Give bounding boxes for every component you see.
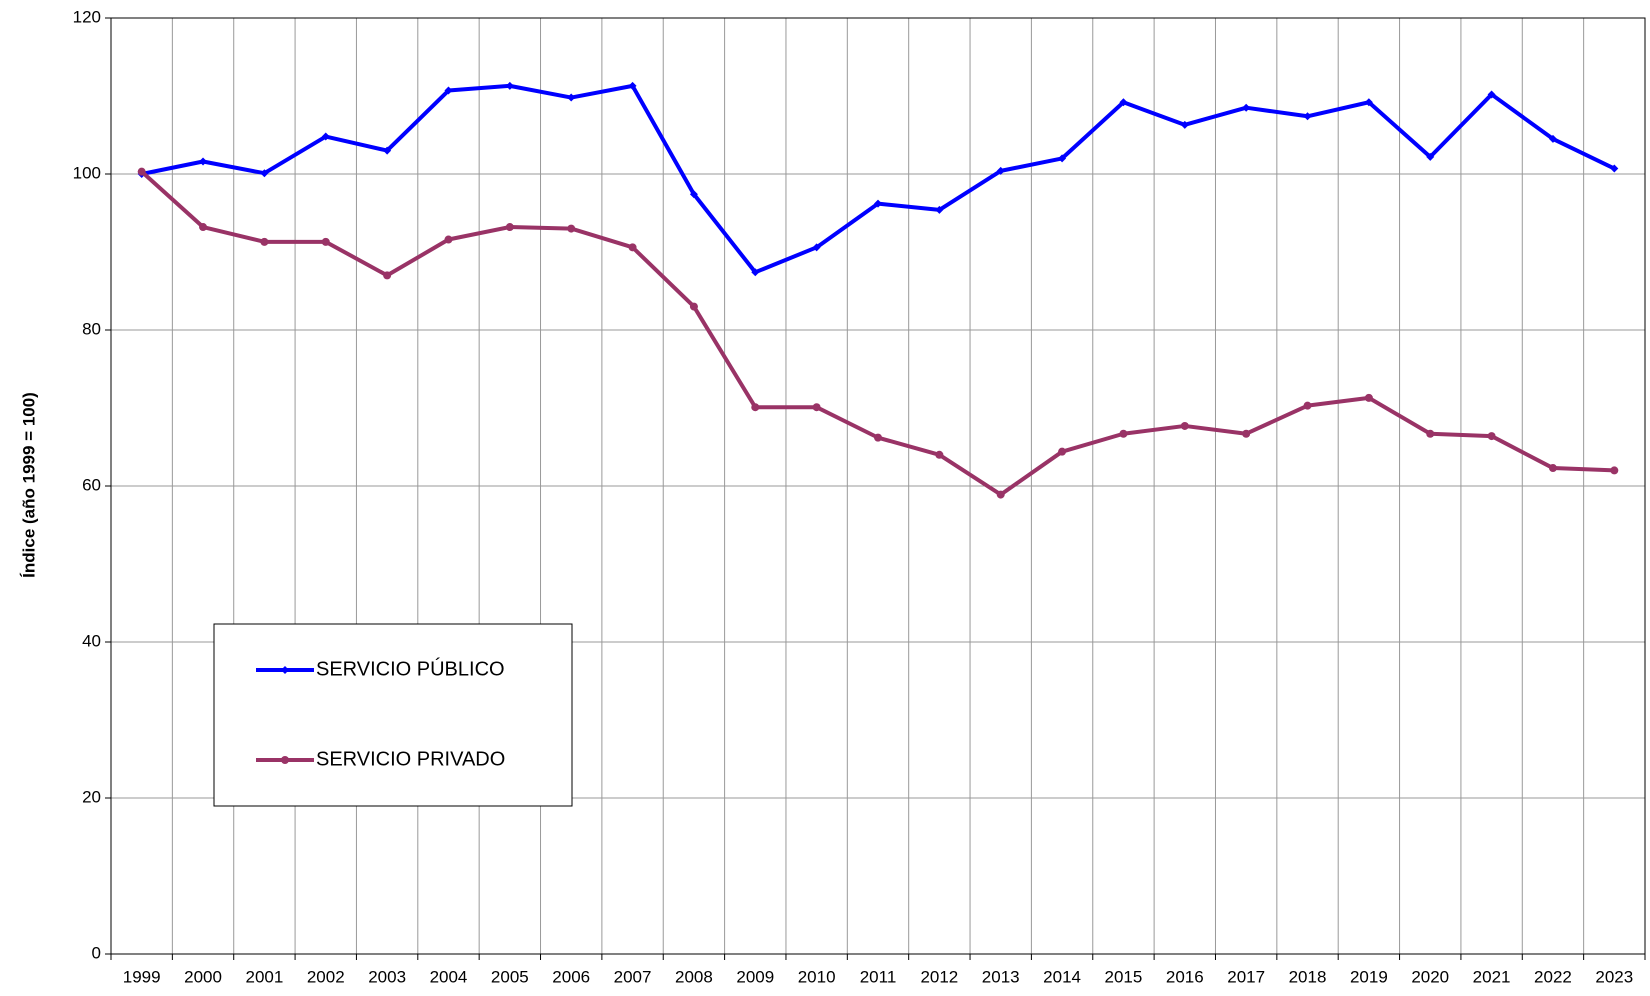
y-tick-label: 0 bbox=[92, 943, 101, 962]
x-tick-label: 2019 bbox=[1350, 967, 1388, 986]
x-tick-label: 2005 bbox=[491, 967, 529, 986]
data-point bbox=[1610, 466, 1619, 475]
legend-marker bbox=[281, 756, 289, 764]
legend-box bbox=[213, 623, 573, 807]
data-point bbox=[137, 167, 146, 176]
data-point bbox=[321, 237, 330, 246]
x-tick-label: 2002 bbox=[307, 967, 345, 986]
data-point bbox=[199, 223, 208, 232]
data-point bbox=[1426, 152, 1435, 161]
series-line bbox=[141, 83, 1616, 275]
data-point bbox=[1548, 134, 1557, 143]
data-point bbox=[260, 237, 269, 246]
data-point bbox=[689, 190, 698, 199]
data-point bbox=[1426, 429, 1435, 438]
x-tick-label: 2014 bbox=[1043, 967, 1081, 986]
x-tick-label: 2003 bbox=[368, 967, 406, 986]
x-tick-label: 2007 bbox=[614, 967, 652, 986]
data-point bbox=[1303, 401, 1312, 410]
data-point bbox=[751, 268, 760, 277]
x-tick-label: 2013 bbox=[982, 967, 1020, 986]
y-tick-label: 100 bbox=[73, 163, 101, 182]
data-point bbox=[996, 490, 1005, 499]
data-point bbox=[444, 235, 453, 244]
x-tick-label: 2023 bbox=[1595, 967, 1633, 986]
data-point bbox=[1180, 120, 1189, 129]
data-point bbox=[505, 223, 514, 232]
x-tick-label: 2000 bbox=[184, 967, 222, 986]
x-tick-label: 2015 bbox=[1105, 967, 1143, 986]
data-point bbox=[321, 132, 330, 141]
data-point bbox=[1242, 103, 1251, 112]
data-point bbox=[812, 243, 821, 252]
y-tick-label: 120 bbox=[73, 7, 101, 26]
data-point bbox=[1180, 421, 1189, 430]
x-tick-label: 2022 bbox=[1534, 967, 1572, 986]
data-point bbox=[628, 81, 637, 90]
data-point bbox=[1610, 164, 1619, 173]
data-point bbox=[1364, 393, 1373, 402]
data-point bbox=[383, 271, 392, 280]
series-line bbox=[140, 170, 1615, 497]
x-tick-label: 2011 bbox=[860, 967, 897, 986]
x-tick-label: 2006 bbox=[552, 967, 590, 986]
data-point bbox=[935, 205, 944, 214]
y-tick-label: 60 bbox=[82, 475, 101, 494]
x-tick-label: 2017 bbox=[1227, 967, 1265, 986]
data-point bbox=[1119, 429, 1128, 438]
data-point bbox=[1548, 464, 1557, 473]
data-point bbox=[444, 86, 453, 95]
data-point bbox=[383, 146, 392, 155]
x-tick-label: 2004 bbox=[430, 967, 468, 986]
plot-frame bbox=[110, 17, 1646, 955]
data-point bbox=[996, 166, 1005, 175]
x-tick-label: 2020 bbox=[1411, 967, 1449, 986]
data-point bbox=[1303, 112, 1312, 121]
data-point bbox=[260, 169, 269, 178]
data-point bbox=[1242, 429, 1251, 438]
y-tick-label: 40 bbox=[82, 631, 101, 650]
data-point bbox=[505, 81, 514, 90]
data-point bbox=[1364, 98, 1373, 107]
data-point bbox=[199, 157, 208, 166]
y-tick-label: 80 bbox=[82, 319, 101, 338]
x-tick-label: 2010 bbox=[798, 967, 836, 986]
data-point bbox=[935, 450, 944, 459]
data-point bbox=[1058, 447, 1067, 456]
data-point bbox=[628, 243, 637, 252]
data-point bbox=[812, 403, 821, 412]
data-point bbox=[751, 403, 760, 412]
data-point bbox=[567, 224, 576, 233]
x-tick-label: 2012 bbox=[920, 967, 958, 986]
x-tick-label: 2021 bbox=[1473, 967, 1511, 986]
data-point bbox=[567, 93, 576, 102]
data-point bbox=[1119, 98, 1128, 107]
x-tick-label: 2008 bbox=[675, 967, 713, 986]
legend-marker bbox=[281, 666, 289, 674]
x-tick-label: 2009 bbox=[736, 967, 774, 986]
data-point bbox=[689, 302, 698, 311]
data-point bbox=[874, 199, 882, 208]
x-tick-label: 1999 bbox=[123, 967, 161, 986]
x-tick-label: 2016 bbox=[1166, 967, 1204, 986]
legend: SERVICIO PÚBLICO SERVICIO PRIVADO bbox=[213, 623, 573, 807]
x-tick-label: 2001 bbox=[245, 967, 283, 986]
legend-label: SERVICIO PRIVADO bbox=[316, 748, 505, 770]
legend-label: SERVICIO PÚBLICO bbox=[316, 657, 505, 680]
y-tick-label: 20 bbox=[82, 787, 101, 806]
y-axis-label: Índice (año 1999 = 100) bbox=[19, 392, 38, 578]
data-point bbox=[1487, 90, 1496, 99]
data-point bbox=[1487, 432, 1496, 441]
data-point bbox=[874, 433, 882, 442]
data-point bbox=[1058, 154, 1067, 163]
x-tick-label: 2018 bbox=[1289, 967, 1327, 986]
